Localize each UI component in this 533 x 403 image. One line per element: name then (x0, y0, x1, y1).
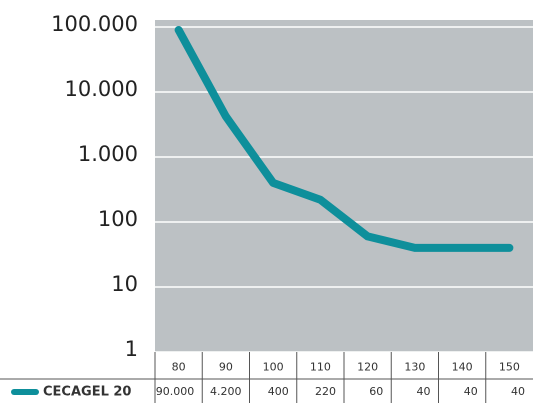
y-tick-label: 1 (125, 337, 138, 361)
legend-label: CECAGEL 20 (43, 385, 131, 400)
plot-area (155, 20, 533, 352)
y-tick-label: 10 (111, 272, 138, 296)
y-tick-label: 10.000 (65, 77, 138, 101)
table-value: 40 (511, 385, 525, 398)
x-tick-label: 150 (499, 361, 520, 374)
x-tick-label: 100 (263, 361, 284, 374)
table-value: 220 (315, 385, 336, 398)
table-value: 40 (417, 385, 431, 398)
table-value: 60 (369, 385, 383, 398)
y-tick-label: 100.000 (51, 12, 138, 36)
x-tick-label: 120 (357, 361, 378, 374)
y-tick-label: 100 (98, 207, 138, 231)
x-tick-label: 140 (452, 361, 473, 374)
table-value: 4.200 (210, 385, 242, 398)
x-tick-label: 80 (172, 361, 186, 374)
x-tick-label: 130 (404, 361, 425, 374)
table-value: 90.000 (156, 385, 195, 398)
x-tick-label: 90 (219, 361, 233, 374)
y-tick-label: 1.000 (78, 142, 138, 166)
series-line (174, 25, 514, 252)
x-tick-label: 110 (310, 361, 331, 374)
table-value: 40 (464, 385, 478, 398)
table-value: 400 (268, 385, 289, 398)
